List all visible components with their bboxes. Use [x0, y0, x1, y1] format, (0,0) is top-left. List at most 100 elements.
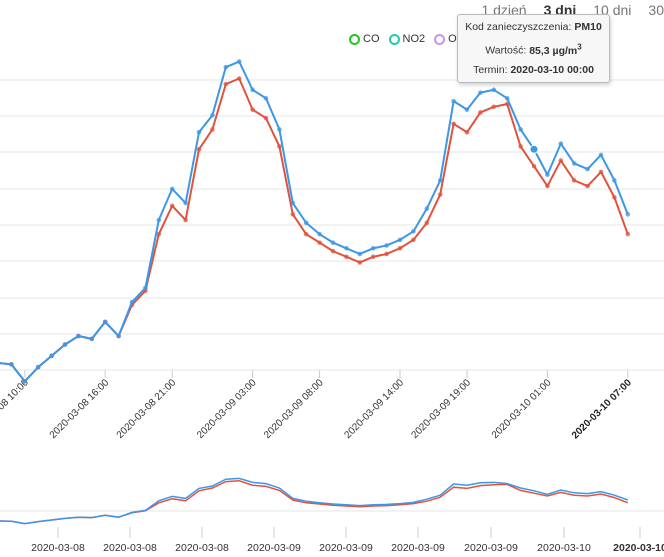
data-point — [236, 59, 242, 64]
x-tick-label: 2020-03-09 19:00 — [410, 377, 474, 441]
navigator-label: 2020-03-08 — [175, 542, 229, 554]
data-point — [344, 246, 349, 251]
data-point — [612, 195, 617, 200]
data-point — [504, 96, 510, 101]
data-point — [424, 206, 430, 211]
data-point — [210, 113, 215, 118]
data-point — [411, 229, 416, 234]
highlighted-point — [529, 144, 539, 154]
data-point — [223, 64, 229, 70]
data-point — [558, 141, 564, 146]
data-point — [156, 217, 162, 223]
navigator-label: 2020-03-10 — [537, 542, 591, 554]
data-point — [451, 121, 456, 127]
tooltip-pollutant: PM10 — [574, 21, 602, 33]
data-point — [370, 254, 376, 260]
data-point — [317, 240, 322, 245]
navigator-label: 2020-03-10 — [613, 542, 664, 554]
legend-label: NO2 — [402, 33, 426, 45]
x-tick-label: 2020-03-10 07:00 — [570, 377, 634, 441]
data-point — [290, 200, 296, 206]
data-point — [62, 342, 68, 347]
navigator: 2020-03-08 2020-03-08 2020-03-08 2020-03-09… — [0, 477, 664, 554]
data-point — [250, 87, 255, 93]
data-point — [236, 76, 242, 81]
legend-marker-icon — [349, 33, 360, 45]
legend-label: CO — [363, 33, 380, 45]
data-point — [89, 336, 95, 342]
tooltip-pollutant-label: Kod zanieczyszczenia: — [465, 21, 572, 33]
data-point — [357, 251, 363, 257]
data-point — [384, 243, 389, 248]
data-point — [277, 144, 282, 149]
navigator-series-line — [0, 477, 629, 525]
data-point — [250, 107, 255, 112]
data-point — [317, 231, 322, 237]
data-point — [116, 333, 121, 339]
data-point — [612, 178, 617, 183]
data-point — [464, 129, 470, 135]
data-point — [169, 186, 175, 192]
data-point — [464, 107, 470, 112]
data-point — [357, 260, 363, 265]
data-point — [183, 200, 188, 206]
data-point — [223, 81, 229, 87]
data-point — [424, 220, 430, 226]
x-tick-label: 2020-03-08 10:00 — [0, 377, 31, 441]
data-point — [411, 237, 416, 243]
x-tick-label: 2020-03-09 14:00 — [343, 377, 407, 441]
x-tick-label: 2020-03-09 08:00 — [262, 377, 326, 441]
grid-lines — [0, 79, 664, 371]
tooltip-value-unit-exponent: 3 — [577, 42, 582, 51]
navigator-label: 2020-03-08 — [103, 542, 157, 554]
data-point — [102, 319, 108, 325]
data-point — [370, 246, 376, 251]
data-point — [129, 299, 135, 305]
data-point — [303, 231, 309, 237]
data-point — [330, 240, 336, 245]
x-tick-label: 2020-03-09 03:00 — [195, 377, 259, 441]
tooltip-time-label: Termin: — [473, 64, 508, 76]
data-point — [491, 104, 497, 110]
legend-item[interactable]: CO — [349, 33, 380, 45]
range-tab[interactable]: 30 — [648, 2, 664, 18]
legend-item[interactable]: NO2 — [388, 33, 426, 45]
data-point — [303, 220, 309, 226]
data-point — [196, 146, 202, 152]
data-point — [49, 353, 54, 359]
data-point — [558, 158, 564, 163]
data-point — [277, 127, 282, 132]
data-point — [263, 115, 269, 121]
data-point — [169, 203, 175, 209]
data-point — [625, 231, 631, 237]
tooltip-value: 85,3 µg/m — [529, 44, 578, 57]
data-point — [531, 163, 537, 169]
navigator-label: 2020-03-08 — [31, 542, 85, 554]
data-point — [35, 364, 41, 370]
data-point — [196, 129, 202, 135]
data-point — [491, 87, 497, 93]
data-point — [598, 169, 604, 175]
data-point — [518, 127, 523, 132]
tooltip-time: 2020-03-10 00:00 — [510, 64, 594, 76]
x-tick-label: 2020-03-08 16:00 — [48, 377, 112, 441]
data-point — [451, 98, 456, 104]
data-point — [598, 152, 604, 158]
data-point — [76, 333, 81, 339]
data-point — [143, 285, 148, 291]
data-point — [437, 192, 443, 197]
chart-tooltip: Kod zanieczyszczenia: PM10 Wartość: 85,3… — [457, 14, 610, 83]
data-point — [384, 251, 389, 257]
data-point — [330, 248, 336, 254]
navigator-label: 2020-03-09 — [319, 542, 373, 554]
data-point — [290, 212, 296, 217]
data-point — [397, 237, 403, 243]
tooltip-value-label: Wartość: — [485, 44, 527, 57]
navigator-label: 2020-03-09 — [247, 542, 301, 554]
data-point — [585, 166, 590, 172]
series-line — [0, 60, 629, 383]
data-point — [545, 172, 550, 178]
data-point — [344, 254, 349, 260]
data-point — [263, 96, 269, 101]
